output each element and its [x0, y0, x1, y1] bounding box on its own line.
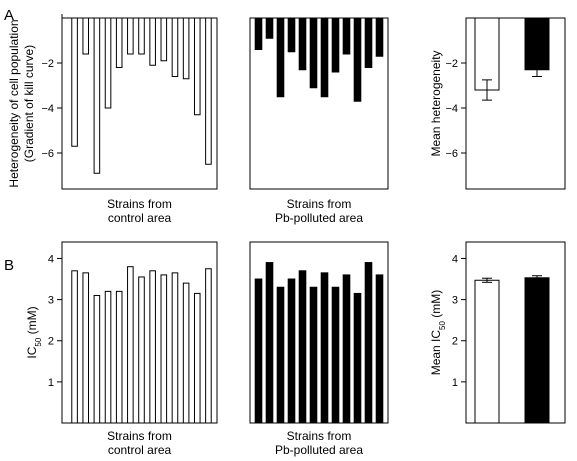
y-axis-label: IC50 (mM): [25, 306, 43, 358]
strain-bar: [364, 17, 373, 68]
strain-bar: [93, 17, 101, 174]
y-tick-label: 4: [452, 253, 458, 265]
y-tick-label: −4: [41, 103, 54, 115]
mean-bar-polluted: [524, 17, 550, 71]
strain-bar: [331, 17, 340, 73]
strain-bar: [127, 17, 134, 55]
y-tick-label: 1: [48, 377, 54, 389]
strain-bar: [320, 17, 329, 98]
strain-bar: [375, 274, 384, 424]
strain-bar: [71, 17, 78, 147]
y-tick-label: −6: [445, 148, 458, 160]
strain-bar: [149, 270, 156, 424]
y-axis-label: Heterogeneity of cell population: [7, 19, 21, 187]
strain-bar: [115, 290, 123, 424]
strain-bar: [276, 17, 285, 98]
chart-A-control: −2 −4 −6 Heterogeneity of cell population (G…: [7, 14, 218, 225]
strain-bar: [276, 286, 285, 424]
strain-bar: [127, 266, 134, 424]
strain-bar: [193, 17, 201, 116]
y-tick-label: 3: [452, 295, 458, 307]
strain-bar: [342, 274, 351, 424]
strain-bar: [182, 17, 190, 80]
strain-bar: [287, 278, 296, 424]
strain-bar: [375, 17, 384, 57]
strain-bar: [298, 17, 307, 71]
strain-bar: [254, 17, 263, 50]
strain-bar: [193, 292, 201, 424]
strain-bar: [71, 270, 78, 424]
y-axis-label: Mean IC50 (mM): [429, 290, 447, 376]
mean-bar-control: [474, 279, 500, 424]
strain-bar: [93, 294, 101, 424]
strain-bar: [309, 17, 318, 89]
plot-frame: [465, 17, 566, 190]
strain-bar: [104, 17, 112, 109]
x-axis-label: Strains from: [107, 429, 172, 443]
strain-bar: [320, 272, 329, 424]
strain-bar: [82, 272, 90, 424]
y-axis-label: Mean heterogeneity: [429, 50, 443, 156]
strain-bar: [149, 17, 156, 66]
x-axis-label: control area: [108, 211, 172, 225]
y-tick-label: 2: [452, 336, 458, 348]
plot-frame: [249, 17, 389, 190]
strain-bar: [171, 17, 179, 77]
strain-bar: [353, 292, 362, 424]
strain-bar: [115, 17, 123, 68]
y-tick-label: 1: [452, 377, 458, 389]
strain-bar: [298, 270, 307, 424]
strain-bar: [171, 272, 179, 424]
plot-frame: [465, 241, 566, 424]
strain-bar: [265, 17, 274, 39]
x-axis-label: Strains from: [287, 197, 352, 211]
y-tick-label: −4: [445, 103, 458, 115]
y-tick-label: −6: [41, 148, 54, 160]
strain-bar: [309, 286, 318, 424]
chart-B-mean: 1 2 3 4 Mean IC50 (mM): [429, 241, 566, 424]
y-tick-label: 3: [48, 295, 54, 307]
y-axis-label: (Gradient of kill curve): [22, 45, 36, 162]
mean-bar-polluted: [524, 277, 550, 424]
plot-frame: [249, 241, 389, 424]
charts-layer: −2 −4 −6 Heterogeneity of cell population (G…: [7, 14, 566, 457]
panel-letter-b: B: [4, 257, 14, 274]
strain-bar: [205, 268, 212, 424]
strain-bar: [160, 17, 168, 62]
x-axis-label: Pb-polluted area: [275, 211, 363, 225]
y-tick-label: −2: [41, 58, 54, 70]
x-axis-label: Strains from: [107, 197, 172, 211]
strain-bar: [353, 17, 362, 102]
strain-bar: [342, 17, 351, 55]
strain-bar: [265, 262, 274, 424]
x-axis-label: Strains from: [287, 429, 352, 443]
strain-bar: [82, 17, 90, 55]
y-tick-label: −2: [445, 58, 458, 70]
strain-bar: [138, 17, 145, 55]
strain-bar: [331, 286, 340, 424]
strain-bar: [104, 290, 112, 424]
x-axis-label: control area: [108, 443, 172, 457]
mean-bar-control: [474, 17, 500, 91]
strain-bar: [287, 17, 296, 53]
strain-bar: [205, 17, 212, 165]
panel-letter-a: A: [4, 7, 14, 24]
strain-bar: [138, 276, 145, 424]
strain-bar: [364, 262, 373, 424]
strain-bar: [182, 282, 190, 424]
y-tick-label: 2: [48, 336, 54, 348]
x-axis-label: Pb-polluted area: [275, 443, 363, 457]
y-tick-label: 4: [48, 253, 54, 265]
strain-bar: [160, 274, 168, 424]
strain-bar: [254, 278, 263, 424]
